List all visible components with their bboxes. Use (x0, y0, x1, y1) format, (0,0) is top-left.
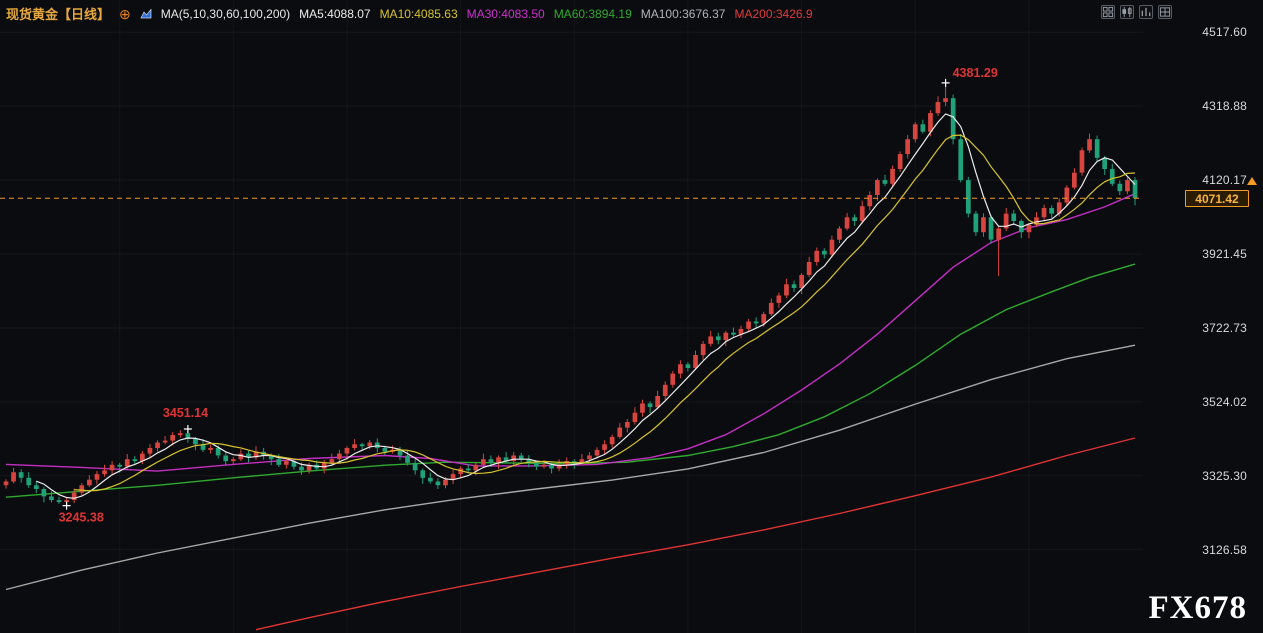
ma100-value: MA100:3676.37 (640, 6, 726, 21)
svg-text:3245.38: 3245.38 (59, 511, 104, 525)
y-axis-label: 3722.73 (1202, 321, 1247, 335)
y-axis-label: 3325.30 (1202, 469, 1247, 483)
last-price-badge: 4071.42 (1185, 190, 1249, 207)
grid-layout-icon[interactable] (1101, 5, 1115, 19)
ma30-value: MA30:4083.50 (466, 6, 545, 21)
y-axis-label: 3921.45 (1202, 247, 1247, 261)
add-indicator-icon[interactable]: ⊕ (119, 5, 131, 22)
price-axis[interactable]: 4071.42 4517.60 4318.88 4120.17 3921.45 3722… (1143, 0, 1263, 633)
y-axis-label: 4318.88 (1202, 99, 1247, 113)
y-axis-label: 3524.02 (1202, 395, 1247, 409)
mini-chart-icon[interactable] (140, 8, 152, 20)
y-axis-label: 3126.58 (1202, 543, 1247, 557)
watermark: FX678 (1148, 590, 1247, 626)
panel-style-icon[interactable] (1158, 5, 1172, 19)
ma-group-label: MA(5,10,30,60,100,200) (160, 6, 291, 21)
ma10-value: MA10:4085.63 (379, 6, 458, 21)
chart-legend: 现货黄金【日线】 ⊕ MA(5,10,30,60,100,200) MA5:40… (6, 4, 813, 23)
symbol-title: 现货黄金【日线】 (6, 7, 111, 22)
ma5-value: MA5:4088.07 (299, 6, 371, 21)
bar-style-icon[interactable] (1139, 5, 1153, 19)
chart-toolbar (1101, 5, 1172, 19)
ma200-value: MA200:3426.9 (734, 6, 813, 21)
svg-text:4381.29: 4381.29 (953, 66, 998, 80)
svg-text:3451.14: 3451.14 (163, 406, 208, 420)
y-axis-label: 4517.60 (1202, 25, 1247, 39)
up-arrow-icon (1247, 177, 1257, 185)
y-axis-label: 4120.17 (1202, 173, 1247, 187)
ma60-value: MA60:3894.19 (553, 6, 632, 21)
candlestick-style-icon[interactable] (1120, 5, 1134, 19)
